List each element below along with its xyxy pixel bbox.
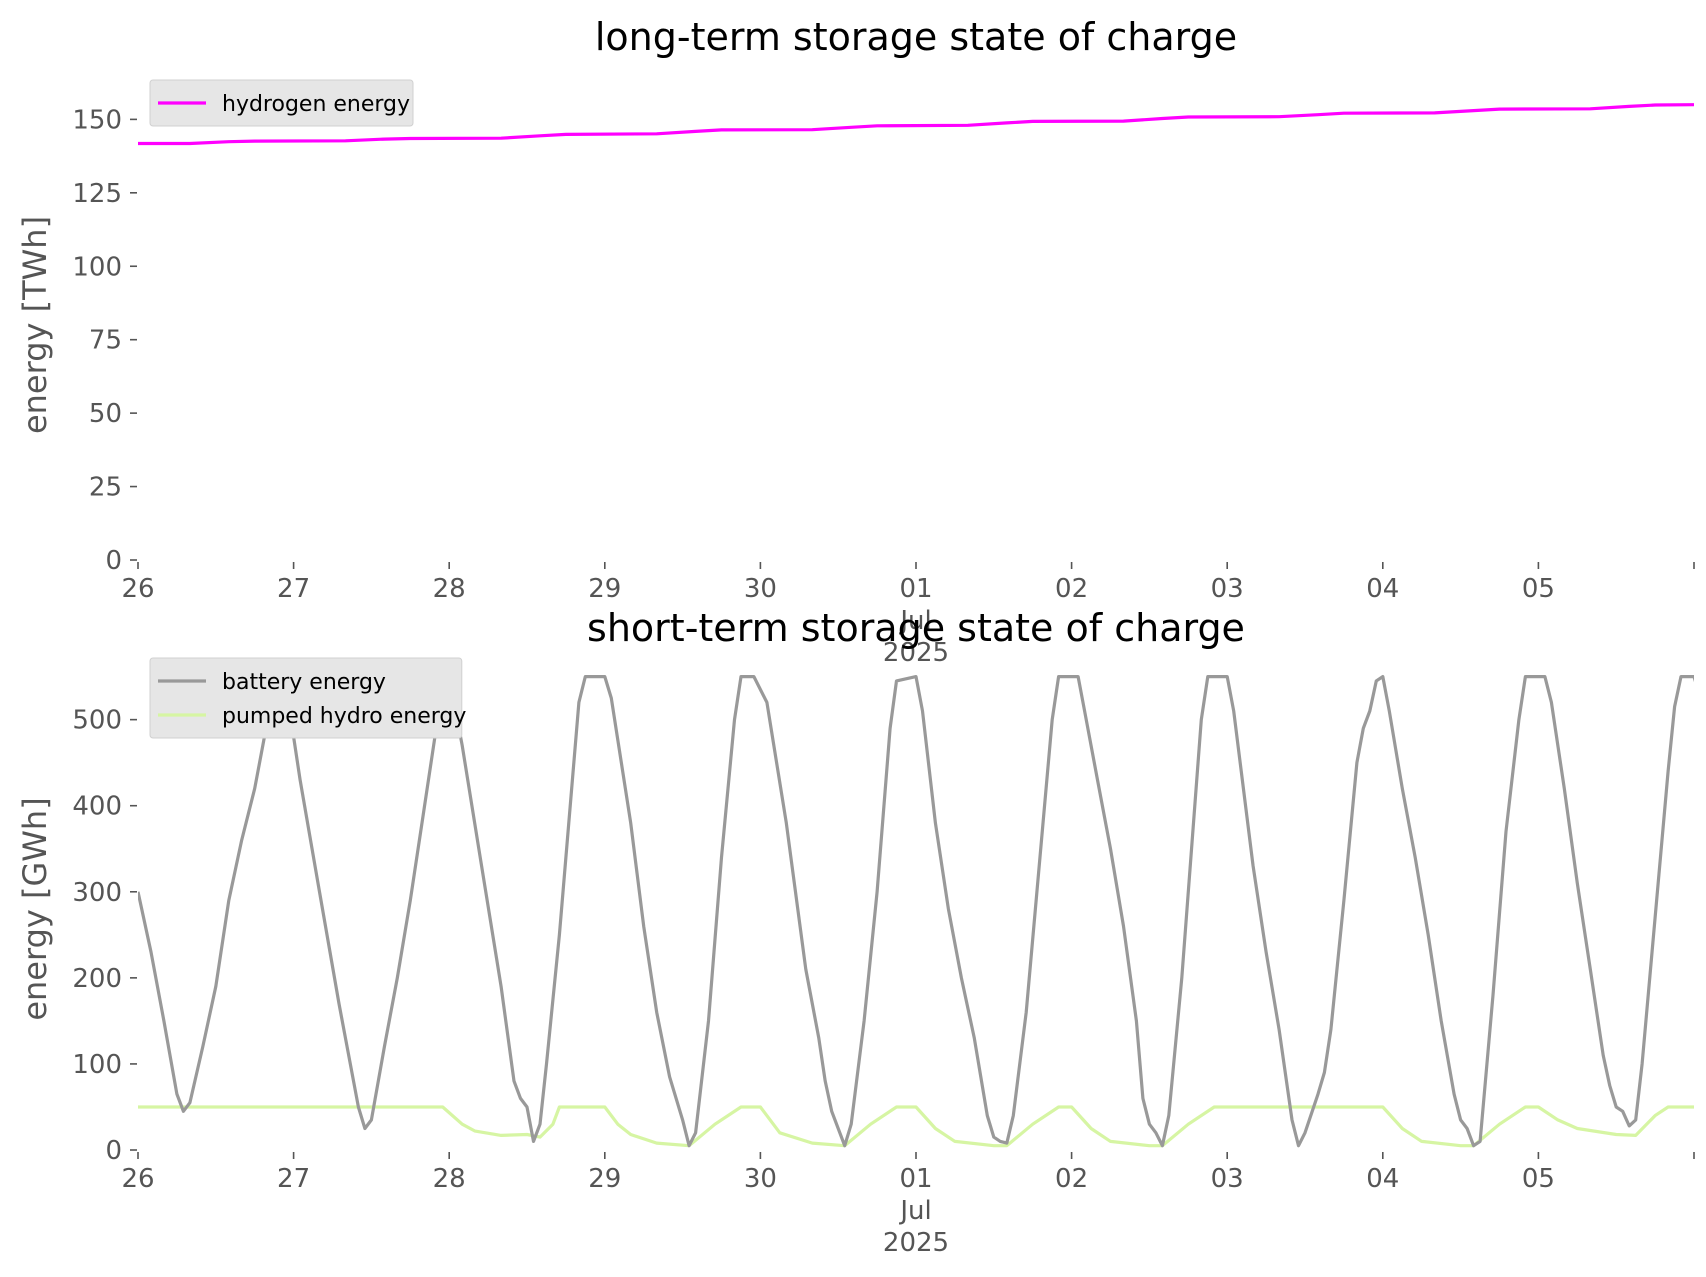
y-tick-label: 400	[72, 792, 122, 822]
series-line-battery-energy	[138, 675, 1694, 1148]
x-tick-label: 29	[588, 1164, 621, 1194]
chart-long-term: long-term storage state of charge energy …	[16, 15, 1695, 668]
x-tick-label: 26	[121, 1164, 154, 1194]
y-axis-label: energy [GWh]	[16, 797, 54, 1020]
chart-title: short-term storage state of charge	[587, 606, 1245, 650]
series-line-hydrogen-energy	[138, 103, 1694, 146]
x-tick-label: Jul	[898, 606, 931, 636]
y-tick-label: 125	[72, 179, 122, 209]
y-tick-label: 500	[72, 706, 122, 736]
y-tick-label: 150	[72, 105, 122, 135]
x-tick-label: 28	[433, 1164, 466, 1194]
legend: battery energy pumped hydro energy	[149, 657, 466, 739]
y-tick-label: 75	[89, 326, 122, 356]
x-tick-label: 27	[277, 1164, 310, 1194]
series-line-pumped-hydro-energy	[138, 1105, 1694, 1148]
x-tick-label: 26	[121, 574, 154, 604]
x-tick-label: 03	[1211, 574, 1244, 604]
x-tick-label: 27	[277, 574, 310, 604]
y-tick-label: 25	[89, 473, 122, 503]
legend: hydrogen energy	[149, 79, 414, 127]
x-tick-label: 30	[744, 574, 777, 604]
chart-short-term: short-term storage state of charge energy…	[16, 606, 1695, 1258]
x-tick-label: 02	[1055, 1164, 1088, 1194]
x-tick-label: 01	[899, 574, 932, 604]
legend-label: hydrogen energy	[222, 92, 410, 117]
y-tick-label: 300	[72, 878, 122, 908]
x-tick-label: 01	[899, 1164, 932, 1194]
x-tick-label: 30	[744, 1164, 777, 1194]
y-tick-label: 100	[72, 252, 122, 282]
x-tick-label: 2025	[883, 1228, 949, 1258]
y-tick-label: 50	[89, 399, 122, 429]
y-axis-label: energy [TWh]	[16, 216, 54, 434]
y-tick-label: 0	[105, 546, 122, 576]
x-tick-label: Jul	[898, 1196, 931, 1226]
chart-title: long-term storage state of charge	[595, 15, 1237, 59]
x-tick-label: 02	[1055, 574, 1088, 604]
y-tick-label: 100	[72, 1050, 122, 1080]
x-tick-label: 2025	[883, 638, 949, 668]
legend-box	[149, 657, 463, 739]
x-tick-label: 04	[1366, 574, 1399, 604]
x-tick-label: 05	[1522, 574, 1555, 604]
x-tick-label: 28	[433, 574, 466, 604]
x-tick-label: 05	[1522, 1164, 1555, 1194]
x-tick-label: 03	[1211, 1164, 1244, 1194]
x-tick-label: 29	[588, 574, 621, 604]
y-tick-label: 200	[72, 964, 122, 994]
legend-label: battery energy	[222, 670, 386, 695]
legend-box	[149, 79, 414, 127]
legend-label: pumped hydro energy	[222, 704, 466, 729]
x-tick-label: 04	[1366, 1164, 1399, 1194]
y-tick-label: 0	[105, 1136, 122, 1166]
